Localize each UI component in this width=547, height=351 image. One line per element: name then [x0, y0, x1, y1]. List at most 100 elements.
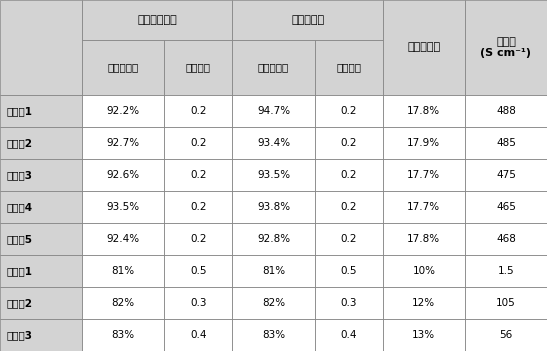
- Bar: [82, 255, 164, 287]
- Bar: [232, 159, 315, 191]
- Text: 12%: 12%: [412, 298, 435, 308]
- Text: 0.2: 0.2: [340, 170, 357, 180]
- Bar: [465, 287, 547, 319]
- Text: 0.2: 0.2: [340, 234, 357, 244]
- Text: 透光保持率: 透光保持率: [108, 62, 139, 73]
- Text: 17.9%: 17.9%: [408, 138, 440, 148]
- Bar: [383, 223, 465, 255]
- Text: 0.2: 0.2: [190, 170, 207, 180]
- Text: 黄变指数: 黄变指数: [336, 62, 361, 73]
- Text: 82%: 82%: [112, 298, 135, 308]
- Bar: [232, 223, 315, 255]
- Bar: [315, 255, 383, 287]
- Bar: [383, 191, 465, 223]
- Text: 17.7%: 17.7%: [408, 202, 440, 212]
- Bar: [383, 0, 465, 95]
- Text: 475: 475: [496, 170, 516, 180]
- Bar: [164, 127, 232, 159]
- Bar: [232, 191, 315, 223]
- Bar: [465, 159, 547, 191]
- Text: 透光保持率: 透光保持率: [258, 62, 289, 73]
- Bar: [82, 40, 164, 95]
- Text: 对比例2: 对比例2: [7, 298, 33, 308]
- Bar: [82, 191, 164, 223]
- Bar: [0, 287, 82, 319]
- Text: 实施例1: 实施例1: [7, 106, 33, 116]
- Bar: [383, 127, 465, 159]
- Bar: [232, 40, 315, 95]
- Bar: [0, 191, 82, 223]
- Bar: [0, 223, 82, 255]
- Bar: [164, 95, 232, 127]
- Bar: [465, 319, 547, 351]
- Text: 56: 56: [499, 330, 513, 340]
- Bar: [82, 223, 164, 255]
- Bar: [0, 191, 82, 223]
- Text: 0.2: 0.2: [190, 138, 207, 148]
- Bar: [164, 40, 232, 95]
- Bar: [315, 319, 383, 351]
- Bar: [164, 223, 232, 255]
- Bar: [164, 191, 232, 223]
- Text: 0.3: 0.3: [190, 298, 207, 308]
- Text: 468: 468: [496, 234, 516, 244]
- Text: 0.2: 0.2: [340, 106, 357, 116]
- Bar: [315, 40, 383, 95]
- Bar: [164, 40, 232, 95]
- Text: 17.7%: 17.7%: [408, 170, 440, 180]
- Text: 实施例4: 实施例4: [7, 202, 33, 212]
- Bar: [0, 255, 82, 287]
- Text: 实施例3: 实施例3: [7, 170, 33, 180]
- Text: 83%: 83%: [262, 330, 285, 340]
- Text: 0.5: 0.5: [190, 266, 207, 276]
- Bar: [0, 223, 82, 255]
- Text: 黄变指数: 黄变指数: [186, 62, 211, 73]
- Bar: [232, 40, 315, 95]
- Bar: [0, 159, 82, 191]
- Bar: [465, 0, 547, 95]
- Bar: [232, 95, 315, 127]
- Text: 82%: 82%: [262, 298, 285, 308]
- Bar: [82, 0, 232, 40]
- Bar: [0, 95, 82, 127]
- Text: 0.2: 0.2: [190, 106, 207, 116]
- Bar: [232, 319, 315, 351]
- Text: 485: 485: [496, 138, 516, 148]
- Bar: [465, 191, 547, 223]
- Bar: [232, 287, 315, 319]
- Bar: [0, 319, 82, 351]
- Bar: [383, 0, 465, 95]
- Bar: [465, 255, 547, 287]
- Bar: [315, 95, 383, 127]
- Bar: [82, 319, 164, 351]
- Text: 13%: 13%: [412, 330, 435, 340]
- Bar: [465, 127, 547, 159]
- Bar: [164, 319, 232, 351]
- Text: 耐湿热老化: 耐湿热老化: [291, 15, 324, 25]
- Bar: [315, 40, 383, 95]
- Bar: [0, 0, 82, 95]
- Text: 0.2: 0.2: [190, 202, 207, 212]
- Text: 93.8%: 93.8%: [257, 202, 290, 212]
- Text: 耐紫外线老化: 耐紫外线老化: [137, 15, 177, 25]
- Bar: [383, 159, 465, 191]
- Bar: [82, 40, 164, 95]
- Text: 0.2: 0.2: [340, 202, 357, 212]
- Text: 0.5: 0.5: [340, 266, 357, 276]
- Text: 94.7%: 94.7%: [257, 106, 290, 116]
- Bar: [0, 95, 82, 127]
- Bar: [164, 159, 232, 191]
- Bar: [465, 0, 547, 95]
- Text: 实施例5: 实施例5: [7, 234, 33, 244]
- Bar: [164, 255, 232, 287]
- Text: 对比例1: 对比例1: [7, 266, 33, 276]
- Text: 81%: 81%: [262, 266, 285, 276]
- Text: 465: 465: [496, 202, 516, 212]
- Text: 93.5%: 93.5%: [257, 170, 290, 180]
- Text: 17.8%: 17.8%: [408, 106, 440, 116]
- Text: 105: 105: [496, 298, 516, 308]
- Bar: [82, 95, 164, 127]
- Bar: [0, 319, 82, 351]
- Text: 电导率
(S cm⁻¹): 电导率 (S cm⁻¹): [480, 37, 532, 58]
- Text: 92.2%: 92.2%: [107, 106, 139, 116]
